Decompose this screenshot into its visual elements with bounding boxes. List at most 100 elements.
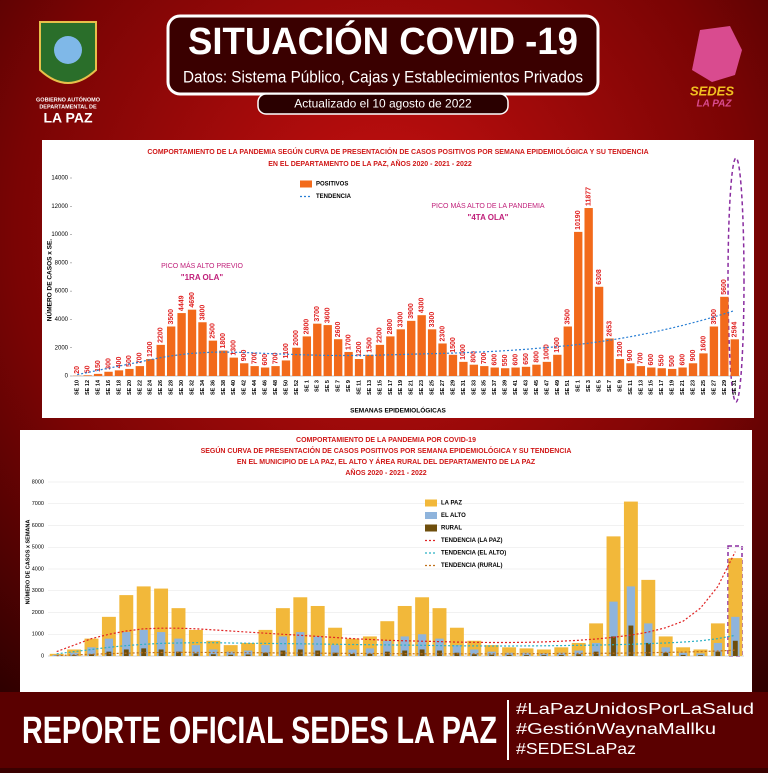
bar [136,366,144,376]
data-label: 3600 [325,307,332,323]
bar [83,375,91,376]
bar [511,368,519,376]
data-label: 2600 [335,322,342,338]
bar [616,359,624,376]
data-label: 600 [679,354,686,366]
x-tick-label: SE 19 [670,380,676,395]
data-label: 550 [502,354,509,366]
data-label: 900 [241,349,248,361]
data-label: 600 [492,354,499,366]
data-label: 1800 [220,333,227,349]
y-tick-label: 5000 [32,545,44,551]
footer-title: REPORTE OFICIAL SEDES LA PAZ [22,710,497,752]
data-label: 4690 [189,292,196,308]
y-tick-label: 1000 [32,632,44,638]
x-tick-label: SE 23 [419,380,425,395]
chart-title: EN EL MUNICIPIO DE LA PAZ, EL ALTO Y ÁRE… [237,457,536,466]
data-label: 11877 [586,187,593,206]
bar [710,327,718,377]
bar [459,362,467,376]
page-title: SITUACIÓN COVID -19 [188,19,578,63]
x-tick-label: SE 26 [158,380,164,395]
bar [628,626,633,656]
bar [626,363,634,376]
bar [449,355,457,376]
x-tick-label: SE 33 [471,380,477,395]
bar [543,362,551,376]
y-tick-label: 12000 [51,204,68,210]
annotation: "1RA OLA" [181,273,224,282]
x-tick-label: SE 37 [492,380,498,395]
bar [177,313,185,376]
bar [240,363,248,376]
data-label: 2800 [304,319,311,335]
data-label: 2500 [210,323,217,339]
x-tick-label: SE 25 [701,380,707,395]
bar [209,341,217,376]
logo-text: LA PAZ [697,99,733,110]
crest-center [54,36,82,64]
legend-label: RURAL [441,526,462,532]
data-label: 600 [262,354,269,366]
bar [489,655,494,656]
bar [470,365,478,376]
legend-label: TENDENCIA [316,194,352,200]
bar [303,336,311,376]
y-axis-label: NÚMERO DE CASOS x SE. [45,239,54,322]
data-label: 6308 [596,269,603,285]
y-tick-label: 4000 [55,317,69,323]
bar [193,653,198,656]
annotation: PICO MÁS ALTO DE LA PANDEMIA [431,201,545,210]
data-label: 1500 [366,337,373,353]
x-tick-label: SE 11 [628,380,634,395]
y-axis-label: NÚMERO DE CASOS x SEMANA [24,520,31,605]
x-tick-label: SE 20 [127,380,133,395]
bar [125,369,133,376]
x-tick-label: SE 32 [189,380,195,395]
bar [605,338,613,376]
data-label: 500 [126,355,133,367]
data-label: 4449 [178,295,185,311]
data-label: 1200 [147,341,154,357]
chart-title: COMPORTAMIENTO DE LA PANDEMIA SEGÚN CURV… [147,147,648,156]
bar [386,336,394,376]
data-label: 3700 [314,306,321,322]
data-label: 2653 [606,321,613,337]
bar [407,321,415,376]
bar [188,310,196,376]
bar [658,368,666,376]
x-tick-label: SE 3 [315,380,321,392]
y-tick-label: 14000 [51,176,68,182]
data-label: 2300 [439,326,446,342]
logo-text: SEDES [690,83,734,98]
x-tick-label: SE 42 [242,380,248,395]
y-tick-label: 6000 [32,523,44,529]
data-label: 800 [533,351,540,363]
data-label: 1000 [460,344,467,360]
bar [595,287,603,376]
bar [559,655,564,656]
bar [417,315,425,376]
x-axis-label: SEMANAS EPIDEMIOLÓGICAS [350,406,446,415]
data-label: 2594 [732,322,739,338]
x-tick-label: SE 38 [221,380,227,395]
x-tick-label: SE 7 [336,380,342,392]
x-tick-label: SE 5 [597,380,603,392]
bar [261,368,269,376]
bar [350,654,355,656]
bar [115,370,123,376]
y-tick-label: 7000 [32,501,44,507]
y-tick-label: 0 [41,653,44,659]
x-tick-label: SE 51 [565,380,571,395]
bar [564,327,572,377]
logo-text: LA PAZ [44,110,93,126]
annotation: "4TA OLA" [468,213,509,222]
data-label: 650 [523,353,530,365]
x-tick-label: SE 17 [388,380,394,395]
x-tick-label: SE 49 [555,380,561,395]
x-tick-label: SE 18 [116,380,122,395]
data-label: 700 [481,352,488,364]
legend-swatch [425,512,437,519]
bar [376,345,384,376]
chart-title: SEGÚN CURVA DE PRESENTACIÓN DE CASOS POS… [201,446,572,455]
